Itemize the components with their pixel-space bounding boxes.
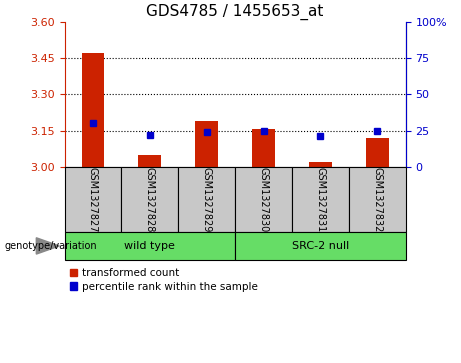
- Text: wild type: wild type: [124, 241, 175, 251]
- Text: SRC-2 null: SRC-2 null: [292, 241, 349, 251]
- Text: GSM1327828: GSM1327828: [145, 167, 155, 232]
- Text: GSM1327829: GSM1327829: [201, 167, 212, 232]
- Bar: [292, 167, 349, 232]
- Bar: [178, 167, 235, 232]
- Text: GSM1327831: GSM1327831: [315, 167, 325, 232]
- Bar: [235, 167, 292, 232]
- Bar: [65, 232, 235, 260]
- Bar: [195, 121, 218, 167]
- Text: GSM1327832: GSM1327832: [372, 167, 382, 232]
- Title: GDS4785 / 1455653_at: GDS4785 / 1455653_at: [147, 4, 324, 20]
- Bar: [349, 167, 406, 232]
- Bar: [121, 167, 178, 232]
- Legend: transformed count, percentile rank within the sample: transformed count, percentile rank withi…: [70, 268, 258, 291]
- Bar: [82, 53, 104, 167]
- Polygon shape: [36, 238, 59, 254]
- Bar: [65, 167, 121, 232]
- Text: GSM1327827: GSM1327827: [88, 167, 98, 232]
- Text: GSM1327830: GSM1327830: [259, 167, 269, 232]
- Bar: [235, 232, 406, 260]
- Bar: [366, 138, 389, 167]
- Bar: [138, 155, 161, 167]
- Text: genotype/variation: genotype/variation: [5, 241, 97, 251]
- Bar: [252, 130, 275, 167]
- Bar: [309, 162, 332, 167]
